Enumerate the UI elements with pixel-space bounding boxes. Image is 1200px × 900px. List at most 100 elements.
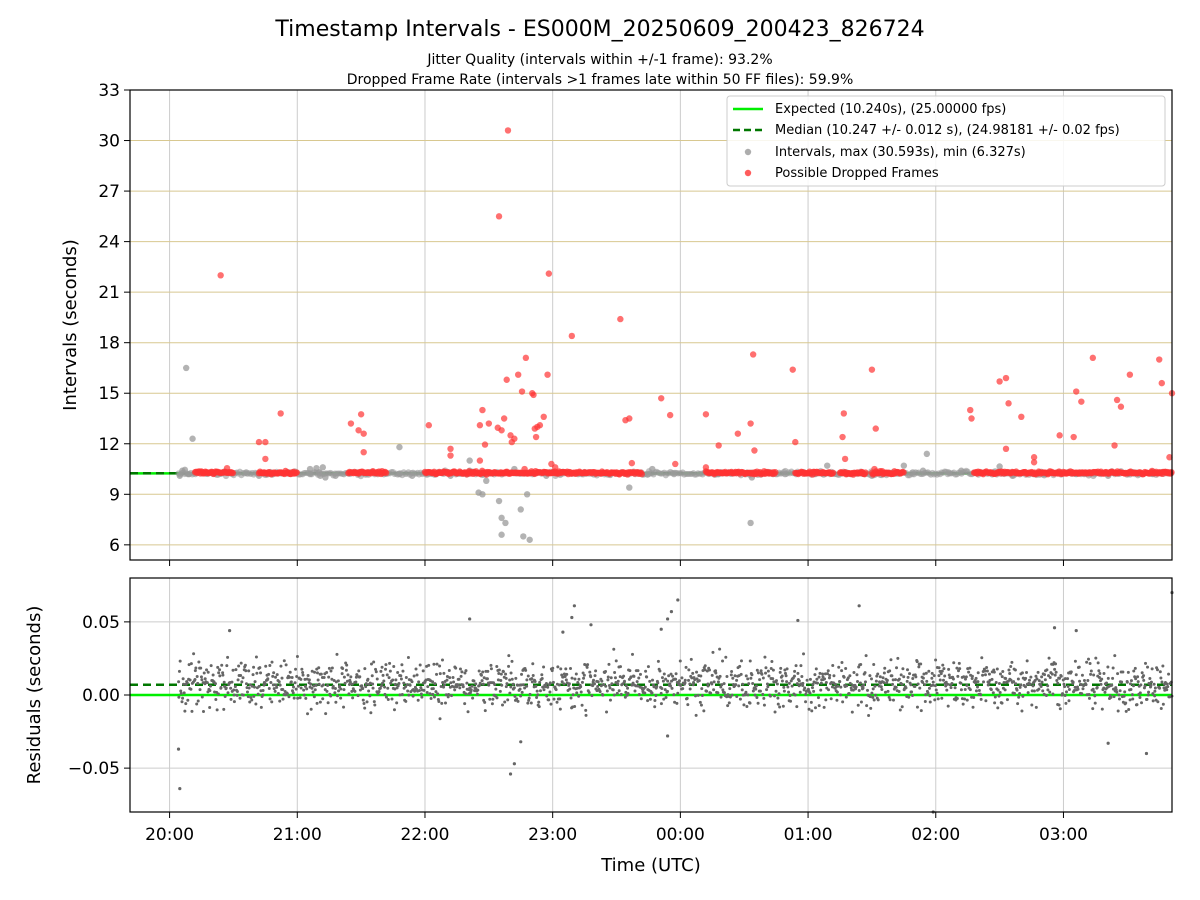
residual-point xyxy=(463,671,467,675)
residual-point xyxy=(889,658,893,662)
residual-point xyxy=(1144,751,1149,756)
residual-point xyxy=(497,671,501,675)
residual-point xyxy=(786,685,790,689)
residual-point xyxy=(886,689,890,693)
interval-point xyxy=(319,464,327,471)
interval-point xyxy=(626,484,633,491)
residual-point xyxy=(608,698,612,702)
residual-point xyxy=(722,691,726,695)
residual-point xyxy=(1097,675,1101,679)
residual-point xyxy=(921,676,925,680)
residual-point xyxy=(616,679,620,683)
residual-point xyxy=(1067,687,1071,691)
residual-point xyxy=(573,704,577,708)
dropped-frame-point xyxy=(511,435,518,442)
residual-point xyxy=(675,701,679,705)
residual-point xyxy=(955,696,959,700)
residual-point xyxy=(838,680,842,684)
residual-point xyxy=(1010,660,1014,664)
residual-point xyxy=(413,689,417,693)
chart-title: Timestamp Intervals - ES000M_20250609_20… xyxy=(274,17,924,42)
residual-point xyxy=(1131,697,1135,701)
residual-point xyxy=(399,674,403,678)
residual-point xyxy=(410,680,414,684)
residual-point xyxy=(1103,690,1107,694)
residual-point xyxy=(934,658,938,662)
residual-point xyxy=(177,680,181,684)
residual-point xyxy=(683,678,687,682)
residual-point xyxy=(268,663,272,667)
residual-point xyxy=(241,693,245,697)
interval-point xyxy=(945,469,952,476)
residual-point xyxy=(783,671,787,675)
residual-point xyxy=(1018,691,1022,695)
residual-point xyxy=(1057,703,1061,707)
residual-point xyxy=(1009,665,1013,669)
residual-point xyxy=(739,659,743,663)
residual-point xyxy=(395,701,399,705)
residual-point xyxy=(789,699,793,703)
residual-point xyxy=(489,667,493,671)
residual-point xyxy=(1043,673,1047,677)
interval-point xyxy=(900,462,908,469)
residual-point xyxy=(922,672,926,676)
residual-point xyxy=(1027,678,1031,682)
residual-point xyxy=(808,691,812,695)
residual-point xyxy=(199,666,203,670)
residual-point xyxy=(688,687,692,691)
dropped-frame-point xyxy=(498,427,505,434)
residual-point xyxy=(685,696,689,700)
residual-point xyxy=(1019,683,1023,687)
residual-point xyxy=(535,689,539,693)
dropped-frame-point xyxy=(839,433,846,441)
residual-point xyxy=(428,692,432,696)
residual-point xyxy=(519,740,523,744)
residual-point xyxy=(797,679,801,683)
residual-point xyxy=(551,666,555,670)
residual-point xyxy=(357,669,361,673)
residual-point xyxy=(254,655,258,659)
residual-point xyxy=(273,689,277,693)
residual-point xyxy=(1151,699,1155,703)
residual-point xyxy=(897,677,901,681)
residual-point xyxy=(936,697,940,701)
residual-point xyxy=(244,669,248,673)
residual-point xyxy=(876,698,880,702)
residual-point xyxy=(928,694,932,698)
residual-point xyxy=(1003,688,1007,692)
residual-point xyxy=(844,695,848,699)
chart-subtitle-dropped: Dropped Frame Rate (intervals >1 frames … xyxy=(347,72,854,88)
residual-point xyxy=(1117,697,1121,701)
residual-point xyxy=(474,682,478,686)
residual-point xyxy=(214,697,218,701)
dropped-frame-point xyxy=(666,411,674,419)
residual-point xyxy=(563,675,567,679)
residual-point xyxy=(1007,668,1011,672)
residual-point xyxy=(976,671,980,675)
interval-point xyxy=(670,470,678,478)
residual-point xyxy=(924,671,928,675)
residual-point xyxy=(894,678,898,682)
residual-point xyxy=(385,673,389,677)
residual-point xyxy=(208,684,212,688)
residual-point xyxy=(863,680,867,684)
residual-point xyxy=(301,670,305,674)
residual-point xyxy=(738,664,742,668)
residual-point xyxy=(698,700,702,704)
residual-point xyxy=(728,687,732,691)
residual-point xyxy=(356,694,360,698)
residual-point xyxy=(730,693,734,697)
residual-point xyxy=(1155,668,1159,672)
residual-point xyxy=(379,669,383,673)
residual-point xyxy=(602,682,606,686)
residual-point xyxy=(406,655,410,659)
dropped-frame-point xyxy=(545,270,553,277)
residual-point xyxy=(440,701,444,705)
residual-point xyxy=(422,688,426,692)
residual-point xyxy=(1129,679,1133,683)
residual-point xyxy=(247,669,251,673)
residual-point xyxy=(1012,680,1016,684)
residual-point xyxy=(1036,670,1040,674)
dropped-frame-point xyxy=(841,455,849,463)
residual-point xyxy=(666,734,670,738)
